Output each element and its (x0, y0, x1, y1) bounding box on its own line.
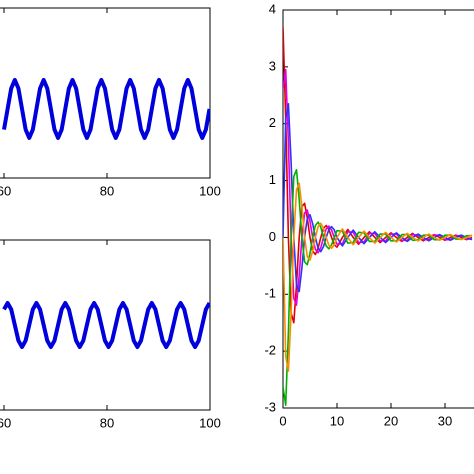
x-tick-label: 60 (0, 183, 11, 198)
data-line (283, 68, 472, 306)
y-tick-label: 3 (269, 58, 276, 73)
y-tick-label: 2 (269, 115, 276, 130)
x-tick-label: 20 (384, 413, 398, 428)
x-tick-label: 100 (199, 415, 221, 430)
x-tick-label: 0 (279, 413, 286, 428)
x-tick-label: 60 (0, 415, 11, 430)
y-tick-label: 4 (269, 1, 276, 16)
x-tick-label: 80 (100, 183, 114, 198)
data-line (283, 182, 473, 372)
x-tick-label: 30 (438, 413, 452, 428)
data-line (283, 168, 472, 406)
data-line (2, 77, 210, 140)
x-tick-label: 80 (100, 415, 114, 430)
x-tick-label: 100 (199, 183, 221, 198)
y-tick-label: -1 (264, 286, 276, 301)
data-line (283, 27, 473, 324)
y-tick-label: 0 (269, 229, 276, 244)
plot-frame (282, 9, 474, 409)
data-line (283, 103, 473, 293)
y-tick-label: -2 (264, 343, 276, 358)
y-tick-label: 1 (269, 172, 276, 187)
plot-frame (0, 239, 211, 411)
data-line (2, 300, 210, 350)
plot-frame (0, 7, 211, 179)
y-tick-label: -3 (264, 399, 276, 414)
x-tick-label: 10 (330, 413, 344, 428)
